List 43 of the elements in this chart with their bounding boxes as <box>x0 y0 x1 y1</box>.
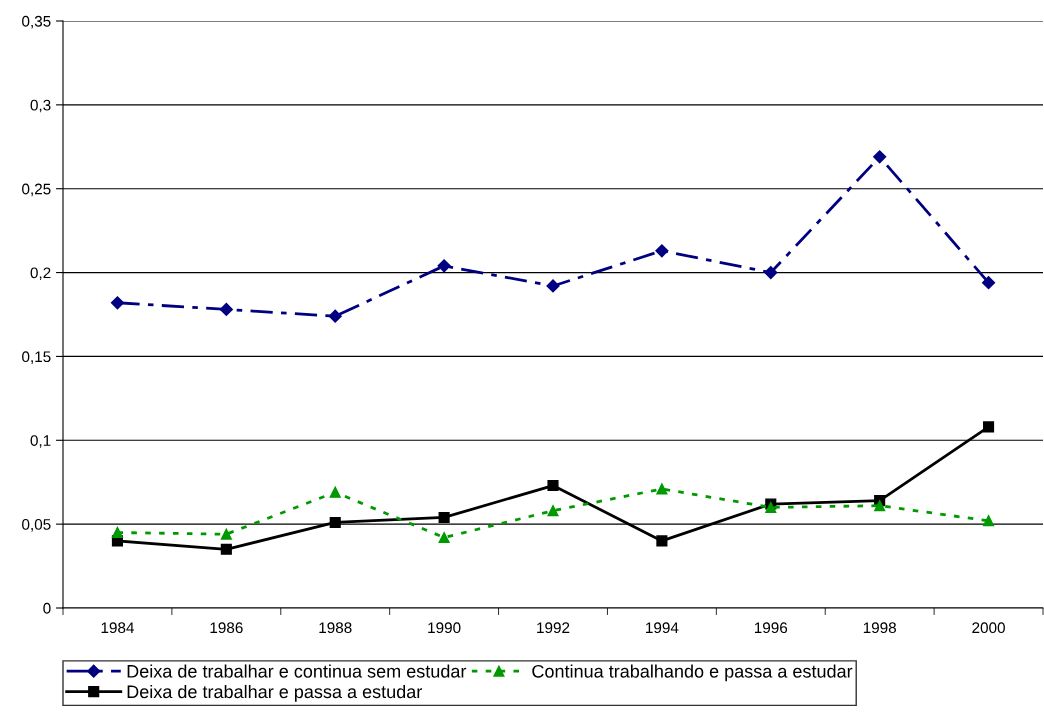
point <box>438 511 450 523</box>
point <box>655 244 669 258</box>
y-tick-label: 0,25 <box>22 183 51 197</box>
point <box>438 532 450 544</box>
x-tick-label: 1992 <box>537 622 570 634</box>
y-tick-label: 0,2 <box>30 267 51 281</box>
legend-label: Continua trabalhando e passa a estudar <box>532 664 853 682</box>
point <box>982 421 995 433</box>
legend-label: Deixa de trabalhar e continua sem estudar <box>127 664 467 678</box>
point <box>220 543 232 555</box>
y-tick-label: 0,05 <box>22 519 51 532</box>
y-tick-label: 0,15 <box>22 351 51 364</box>
point <box>110 296 125 310</box>
point <box>982 515 995 527</box>
point <box>873 150 887 164</box>
x-tick-label: 1998 <box>863 622 896 634</box>
y-tick-label: 0,3 <box>30 99 51 113</box>
point <box>547 480 559 492</box>
point <box>656 483 668 495</box>
x-tick-label: 1986 <box>210 622 243 634</box>
point <box>656 535 668 547</box>
point <box>437 259 451 273</box>
x-tick-label: 1990 <box>428 622 461 634</box>
x-tick-label: 1984 <box>101 622 134 634</box>
point <box>547 505 559 517</box>
point <box>111 526 124 539</box>
x-tick-label: 1988 <box>319 622 352 634</box>
point <box>329 516 341 529</box>
point <box>220 528 232 540</box>
legend-label: Deixa de trabalhar e passa a estudar <box>127 684 422 702</box>
x-tick-label: 2000 <box>972 622 1005 634</box>
point <box>219 302 233 317</box>
x-tick-label: 1994 <box>646 622 679 634</box>
point <box>329 486 341 498</box>
point <box>981 276 996 290</box>
y-tick-label: 0,1 <box>30 435 51 448</box>
x-tick-label: 1996 <box>754 622 788 634</box>
point <box>874 500 886 512</box>
point <box>546 279 560 293</box>
point <box>764 265 778 280</box>
point <box>328 309 342 323</box>
y-tick-label: 0 <box>43 602 51 614</box>
y-tick-label: 0,35 <box>22 15 51 29</box>
